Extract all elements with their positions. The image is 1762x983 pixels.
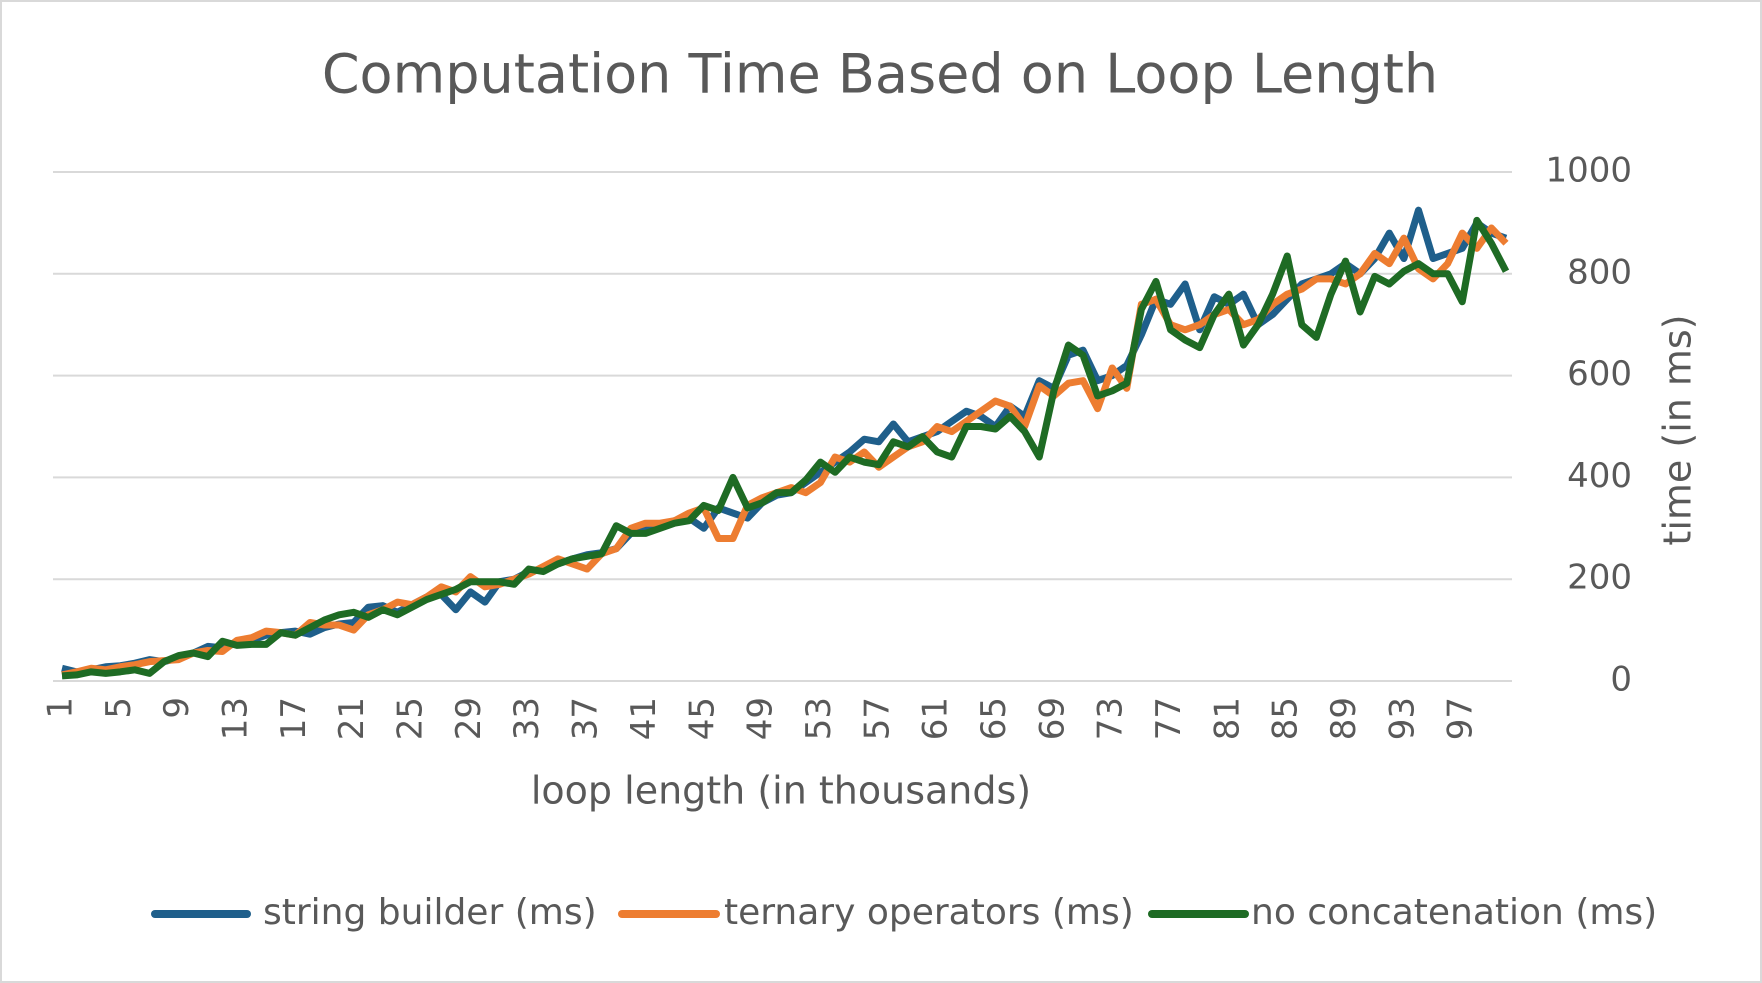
x-tick-label: 5	[99, 697, 139, 719]
x-tick-label: 77	[1149, 697, 1189, 740]
x-tick-label: 97	[1441, 697, 1481, 740]
x-tick-label: 1	[41, 697, 81, 719]
x-tick-label: 37	[566, 697, 606, 740]
x-tick-label: 13	[216, 697, 256, 740]
x-tick-label: 81	[1207, 697, 1247, 740]
legend-label: no concatenation (ms)	[1251, 892, 1657, 933]
x-tick-label: 45	[682, 697, 722, 740]
x-axis-label: loop length (in thousands)	[531, 769, 1031, 813]
x-tick-label: 41	[624, 697, 664, 740]
series-line	[61, 216, 1510, 680]
x-tick-label: 53	[799, 697, 839, 740]
y-tick-label: 400	[1567, 456, 1632, 496]
y-tick-label: 0	[1610, 660, 1632, 700]
x-tick-label: 69	[1032, 697, 1072, 740]
x-tick-label: 61	[916, 697, 956, 740]
x-tick-label: 25	[391, 697, 431, 740]
x-tick-label: 57	[857, 697, 897, 740]
y-tick-label: 1000	[1545, 151, 1632, 191]
x-tick-label: 89	[1324, 697, 1364, 740]
x-tick-label: 17	[274, 697, 314, 740]
chart-title: Computation Time Based on Loop Length	[322, 43, 1438, 106]
x-tick-label: 49	[741, 697, 781, 740]
x-tick-label: 9	[157, 697, 197, 719]
x-tick-label: 21	[332, 697, 372, 740]
y-tick-label: 200	[1567, 558, 1632, 598]
x-tick-label: 65	[974, 697, 1014, 740]
x-tick-label: 33	[507, 697, 547, 740]
y-axis-label: time (in ms)	[1656, 314, 1700, 545]
x-tick-label: 85	[1266, 697, 1306, 740]
x-tick-label: 73	[1091, 697, 1131, 740]
legend-label: ternary operators (ms)	[724, 892, 1134, 933]
y-tick-label: 600	[1567, 354, 1632, 394]
legend-label: string builder (ms)	[263, 892, 597, 933]
x-tick-label: 93	[1382, 697, 1422, 740]
y-tick-label: 800	[1567, 252, 1632, 292]
x-tick-label: 29	[449, 697, 489, 740]
